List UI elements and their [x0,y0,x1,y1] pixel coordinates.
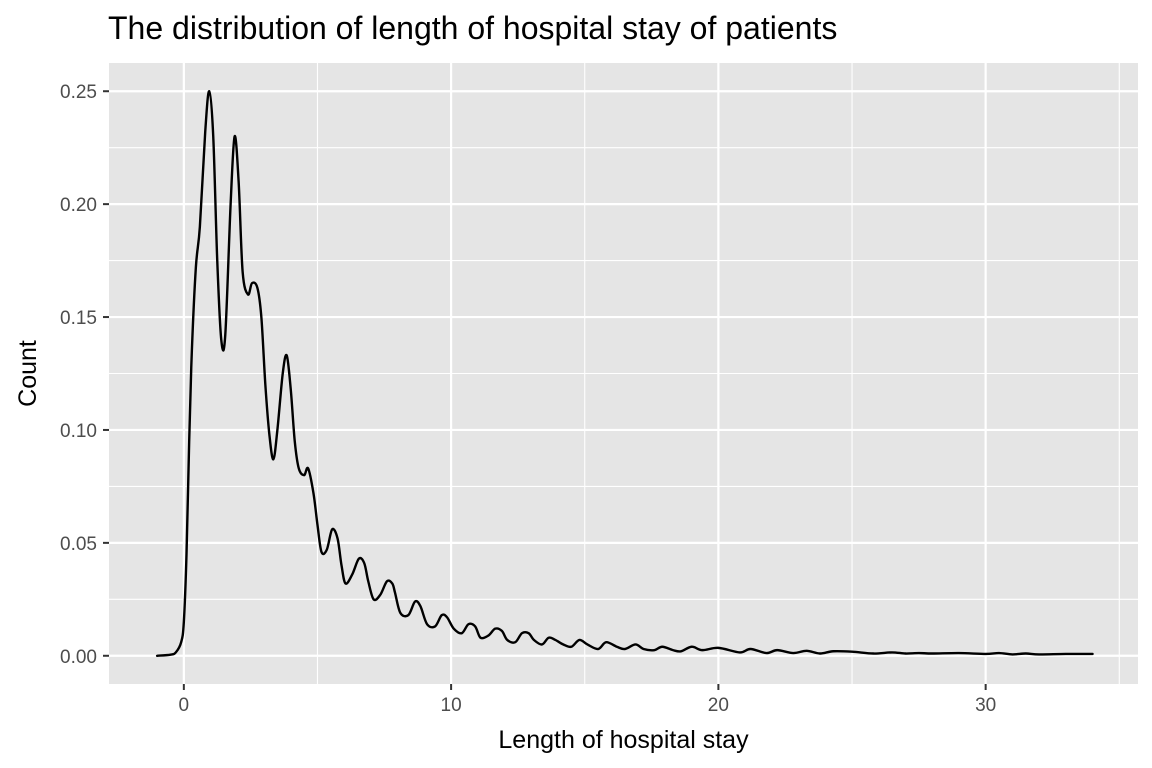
y-axis: 0.00 0.05 0.10 0.15 0.20 0.25 [60,82,109,668]
y-axis-title: Count [14,340,42,407]
density-line [155,90,1094,657]
x-axis-title: Length of hospital stay [498,726,749,754]
x-tick-label: 0 [179,695,190,716]
x-tick-label: 20 [708,695,729,716]
y-tick-label: 0.00 [60,647,97,668]
y-tick-label: 0.15 [60,308,97,329]
x-tick-label: 30 [975,695,996,716]
chart-title: The distribution of length of hospital s… [108,10,838,46]
x-tick-label: 10 [441,695,462,716]
y-tick-label: 0.20 [60,195,97,216]
y-tick-label: 0.05 [60,534,97,555]
x-axis: 0 10 20 30 [179,684,996,716]
grid-minor [109,63,1138,684]
y-tick-label: 0.10 [60,421,97,442]
y-tick-label: 0.25 [60,82,97,103]
grid-major [109,63,1138,684]
